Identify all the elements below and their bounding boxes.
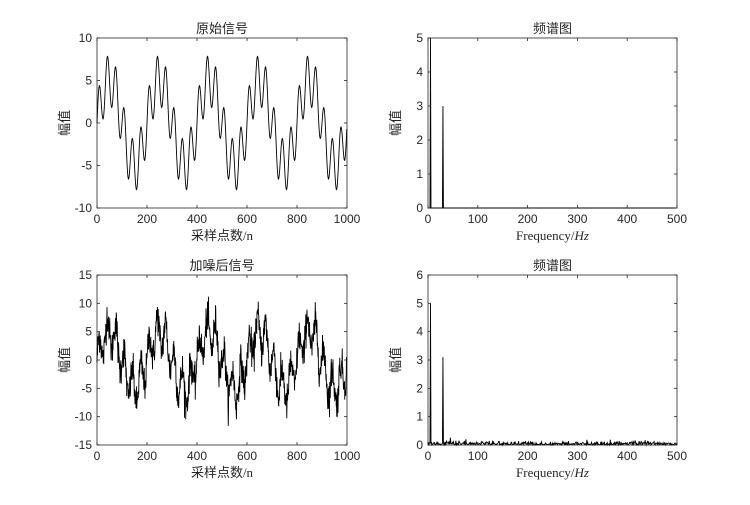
x-tick-label: 500 — [667, 212, 687, 226]
x-axis-label: Frequency/Hz — [516, 228, 589, 243]
y-tick-label: -10 — [75, 410, 93, 424]
y-tick-label: 0 — [416, 201, 423, 215]
y-axis-label: 幅值 — [388, 347, 403, 373]
y-tick-label: 0 — [416, 438, 423, 452]
x-axis-label-unit: Hz — [574, 465, 589, 480]
x-tick-label: 1000 — [334, 212, 361, 226]
axes-box — [427, 37, 678, 209]
x-tick-label: 100 — [468, 212, 488, 226]
x-axis-label: 采样点数/n — [191, 465, 254, 480]
x-tick-label: 400 — [617, 449, 637, 463]
chart-title: 频谱图 — [533, 258, 572, 273]
y-tick-label: -5 — [81, 159, 92, 173]
x-tick-label: 0 — [94, 212, 101, 226]
chart-title: 频谱图 — [533, 21, 572, 36]
x-tick-label: 800 — [287, 449, 307, 463]
x-tick-label: 400 — [617, 212, 637, 226]
subplot-2: 0 100 200 300 400 500 0 1 2 3 4 5 频谱图 Frequency/Hz 幅值 — [388, 21, 687, 243]
y-tick-label: 2 — [416, 133, 423, 147]
x-tick-label: 100 — [468, 449, 488, 463]
x-tick-label: 400 — [187, 212, 207, 226]
y-tick-label: 15 — [79, 268, 93, 282]
series-line — [428, 37, 677, 209]
y-tick-label: 10 — [79, 31, 93, 45]
x-tick-label: 0 — [425, 212, 432, 226]
chart-title: 原始信号 — [196, 21, 248, 36]
y-tick-label: 0 — [85, 116, 92, 130]
x-tick-label: 200 — [137, 212, 157, 226]
y-tick-label: -10 — [75, 201, 93, 215]
axes-box — [427, 274, 678, 446]
x-tick-label: 600 — [237, 212, 257, 226]
y-tick-label: 2 — [416, 381, 423, 395]
subplot-3: 0 200 400 600 800 1000 -15 -10 -5 0 5 10 15 加噪后信号采样点数… — [57, 258, 361, 480]
x-tick-label: 1000 — [334, 449, 361, 463]
y-tick-label: 5 — [85, 325, 92, 339]
y-axis-label: 幅值 — [57, 347, 72, 373]
x-axis-label: Frequency/Hz — [516, 465, 589, 480]
x-tick-label: 600 — [237, 449, 257, 463]
y-tick-label: 10 — [79, 296, 93, 310]
y-tick-label: 1 — [416, 410, 423, 424]
y-tick-label: 5 — [416, 296, 423, 310]
x-tick-label: 800 — [287, 212, 307, 226]
subplot-4: 0 100 200 300 400 500 0 1 2 3 4 5 6 频谱图 Frequency/Hz 幅值 — [388, 258, 687, 480]
y-tick-label: 6 — [416, 268, 423, 282]
y-tick-label: 5 — [85, 74, 92, 88]
x-tick-label: 500 — [667, 449, 687, 463]
x-axis-label-unit: Hz — [574, 228, 589, 243]
y-axis-label: 幅值 — [57, 110, 72, 136]
y-tick-label: 4 — [416, 65, 423, 79]
series-line — [427, 303, 678, 447]
y-tick-label: 1 — [416, 167, 423, 181]
x-tick-label: 400 — [187, 449, 207, 463]
y-tick-label: 4 — [416, 325, 423, 339]
series-line — [96, 296, 348, 426]
series-line — [96, 55, 348, 191]
y-tick-label: -15 — [75, 438, 93, 452]
x-tick-label: 200 — [518, 449, 538, 463]
y-tick-label: -5 — [81, 381, 92, 395]
x-tick-label: 200 — [518, 212, 538, 226]
y-tick-label: 3 — [416, 353, 423, 367]
y-axis-label: 幅值 — [388, 110, 403, 136]
x-tick-label: 200 — [137, 449, 157, 463]
x-tick-label: 0 — [425, 449, 432, 463]
x-tick-label: 300 — [567, 212, 587, 226]
x-tick-label: 300 — [567, 449, 587, 463]
x-tick-label: 0 — [94, 449, 101, 463]
x-axis-label: 采样点数/n — [191, 228, 254, 243]
y-tick-label: 0 — [85, 353, 92, 367]
chart-title: 加噪后信号 — [189, 258, 254, 273]
y-tick-label: 3 — [416, 99, 423, 113]
y-tick-label: 5 — [416, 31, 423, 45]
